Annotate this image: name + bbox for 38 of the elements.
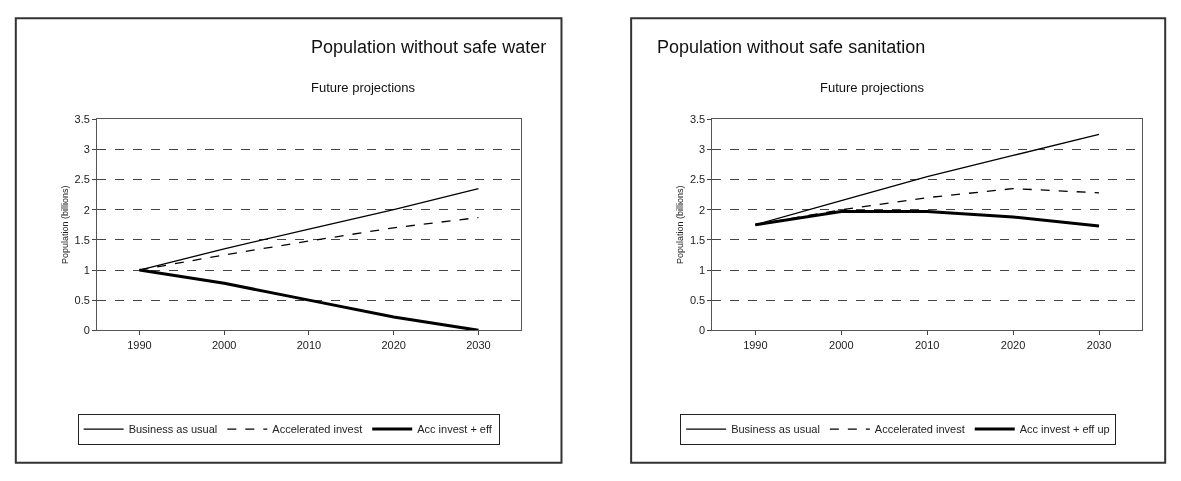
y-tick-label: 2.5: [689, 173, 706, 186]
x-tick-label: 2030: [466, 338, 491, 351]
legend-label: Business as usual: [128, 423, 218, 436]
y-tick-label: 1.5: [74, 233, 90, 246]
legend-label: Acc invest + eff up: [1019, 423, 1110, 436]
x-tick-label: 2020: [381, 338, 406, 351]
legend-label: Accelerated invest: [272, 423, 363, 436]
x-tick-label: 2020: [1000, 338, 1026, 351]
y-axis-title: Population (billions): [59, 185, 70, 265]
y-tick-label: 2.5: [74, 173, 90, 186]
y-tick-label: 0: [699, 324, 706, 337]
y-tick-label: 1: [699, 263, 706, 276]
chart-title: Population without safe water: [311, 37, 547, 57]
y-axis-title: Population (billions): [675, 185, 686, 265]
chart-title: Population without safe sanitation: [657, 37, 926, 57]
x-tick-label: 2010: [914, 338, 940, 351]
chart-subtitle: Future projections: [820, 80, 925, 95]
x-tick-label: 2010: [296, 338, 322, 351]
y-tick-label: 1: [83, 263, 90, 276]
x-tick-label: 2000: [829, 338, 854, 351]
y-tick-label: 0.5: [689, 294, 706, 306]
x-tick-label: 1990: [127, 338, 152, 351]
y-tick-label: 3.5: [689, 113, 706, 126]
legend-label: Business as usual: [731, 423, 820, 436]
y-tick-label: 1.5: [689, 233, 706, 246]
y-tick-label: 2: [699, 203, 706, 216]
legend-label: Accelerated invest: [874, 423, 965, 436]
y-tick-label: 2: [83, 203, 90, 216]
chart-subtitle: Future projections: [311, 80, 416, 95]
legend-label: Acc invest + eff: [417, 423, 493, 436]
y-tick-label: 0.5: [74, 294, 90, 306]
x-tick-label: 2030: [1086, 338, 1112, 351]
x-tick-label: 2000: [211, 338, 237, 351]
y-tick-label: 3: [83, 143, 90, 156]
y-tick-label: 3.5: [74, 113, 90, 126]
y-tick-label: 3: [699, 143, 706, 156]
y-tick-label: 0: [83, 324, 90, 337]
x-tick-label: 1990: [743, 338, 768, 351]
